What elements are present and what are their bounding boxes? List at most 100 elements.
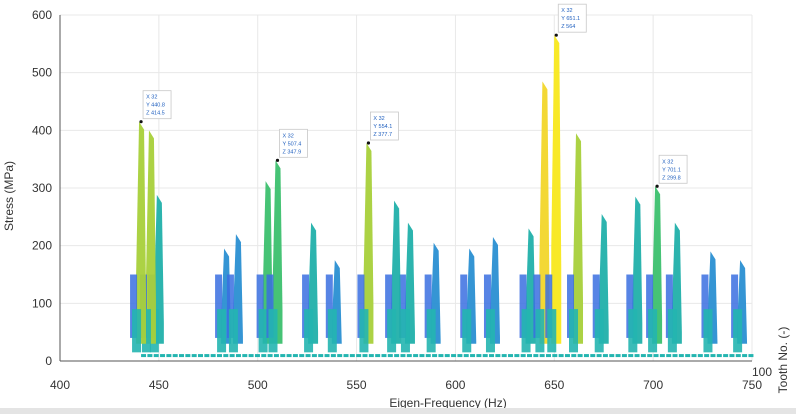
- data-tip-text: Z 377.7: [373, 132, 392, 138]
- baseline-marker: [349, 354, 355, 358]
- baseline-marker: [659, 354, 665, 358]
- response-band-low: [567, 274, 575, 338]
- baseline-marker: [545, 354, 551, 358]
- baseline-marker: [261, 354, 267, 358]
- baseline-marker: [425, 354, 431, 358]
- data-tip-text: Y 554.1: [373, 124, 392, 130]
- baseline-marker: [273, 354, 279, 358]
- baseline-marker: [609, 354, 615, 358]
- baseline-marker: [451, 354, 457, 358]
- response-band-base: [400, 309, 410, 353]
- response-band-low: [665, 274, 673, 338]
- baseline-marker: [292, 354, 298, 358]
- baseline-marker: [343, 354, 349, 358]
- data-tip-box: [279, 128, 308, 158]
- baseline-marker: [438, 354, 444, 358]
- tick-labels: 0 100 200 300 400 500 600 400 450 500 550 600 650 700…: [32, 8, 762, 392]
- baseline-marker: [368, 354, 374, 358]
- y-tick-label: 200: [32, 239, 52, 253]
- response-band-base: [628, 309, 638, 353]
- y-tick-label: 0: [45, 354, 52, 368]
- axes: [59, 15, 752, 362]
- bottom-strip: [0, 408, 796, 414]
- baseline-marker: [210, 354, 216, 358]
- baseline-marker: [419, 354, 425, 358]
- baseline-marker: [400, 354, 406, 358]
- baseline-marker: [678, 354, 684, 358]
- x-tick-label: 750: [742, 378, 762, 392]
- baseline-marker: [179, 354, 185, 358]
- x-tick-label: 700: [643, 378, 663, 392]
- data-tip-text: Z 564: [561, 24, 575, 30]
- response-band-base: [268, 309, 278, 353]
- response-surface: [130, 35, 748, 353]
- baseline-marker: [141, 354, 147, 358]
- baseline-marker: [160, 354, 166, 358]
- baseline-marker: [470, 354, 476, 358]
- data-tip-text: X 32: [373, 116, 384, 122]
- data-tip-marker: [139, 120, 143, 124]
- y-tick-label: 500: [32, 66, 52, 80]
- data-tip-text: Z 299.8: [662, 175, 681, 181]
- response-band-base: [228, 309, 238, 353]
- baseline-marker: [590, 354, 596, 358]
- response-band-low: [701, 274, 709, 338]
- response-band-base: [132, 309, 142, 353]
- response-band-low: [256, 274, 264, 338]
- baseline-marker: [533, 354, 539, 358]
- baseline-marker: [583, 354, 589, 358]
- response-band: [573, 133, 584, 344]
- x-tick-label: 550: [347, 378, 367, 392]
- baseline-marker: [305, 354, 311, 358]
- response-band-low: [626, 274, 634, 338]
- baseline-marker: [356, 354, 362, 358]
- response-band-base: [258, 309, 268, 353]
- baseline-marker: [242, 354, 248, 358]
- response-band: [551, 35, 562, 344]
- response-band-base: [703, 309, 713, 353]
- baseline-marker: [286, 354, 292, 358]
- response-band-low: [533, 274, 541, 338]
- baseline-marker: [571, 354, 577, 358]
- response-band: [145, 130, 156, 344]
- baseline-marker: [476, 354, 482, 358]
- baseline-marker: [685, 354, 691, 358]
- baseline-marker: [235, 354, 241, 358]
- response-band-base: [569, 309, 579, 353]
- baseline-marker: [501, 354, 507, 358]
- response-band-low: [646, 274, 654, 338]
- y-tick-label: 400: [32, 123, 52, 137]
- y-tick-label: 100: [32, 296, 52, 310]
- baseline-marker: [362, 354, 368, 358]
- baseline-marker: [489, 354, 495, 358]
- baseline-marker: [299, 354, 305, 358]
- response-band-low: [266, 274, 274, 338]
- baseline-marker: [375, 354, 381, 358]
- response-band-base: [521, 309, 531, 353]
- data-tip-marker: [554, 33, 558, 37]
- baseline-marker: [716, 354, 722, 358]
- baseline-marker: [406, 354, 412, 358]
- baseline-marker: [413, 354, 419, 358]
- data-tip-box: [142, 90, 172, 120]
- response-band-low: [460, 274, 468, 338]
- baseline-marker: [166, 354, 172, 358]
- response-band: [632, 196, 643, 344]
- response-band-low: [130, 274, 138, 338]
- baseline-marker: [634, 354, 640, 358]
- baseline-marker: [527, 354, 533, 358]
- baseline-marker: [691, 354, 697, 358]
- response-band-base: [485, 309, 495, 353]
- response-band-low: [215, 274, 223, 338]
- x-tick-label: 650: [544, 378, 564, 392]
- baseline-marker: [318, 354, 324, 358]
- baseline-marker: [147, 354, 153, 358]
- baseline-marker: [204, 354, 210, 358]
- baseline-marker: [381, 354, 387, 358]
- baseline-marker: [153, 354, 159, 358]
- response-band-low: [545, 274, 553, 338]
- response-band-low: [357, 274, 365, 338]
- response-band: [363, 143, 374, 344]
- response-band-low: [592, 274, 600, 338]
